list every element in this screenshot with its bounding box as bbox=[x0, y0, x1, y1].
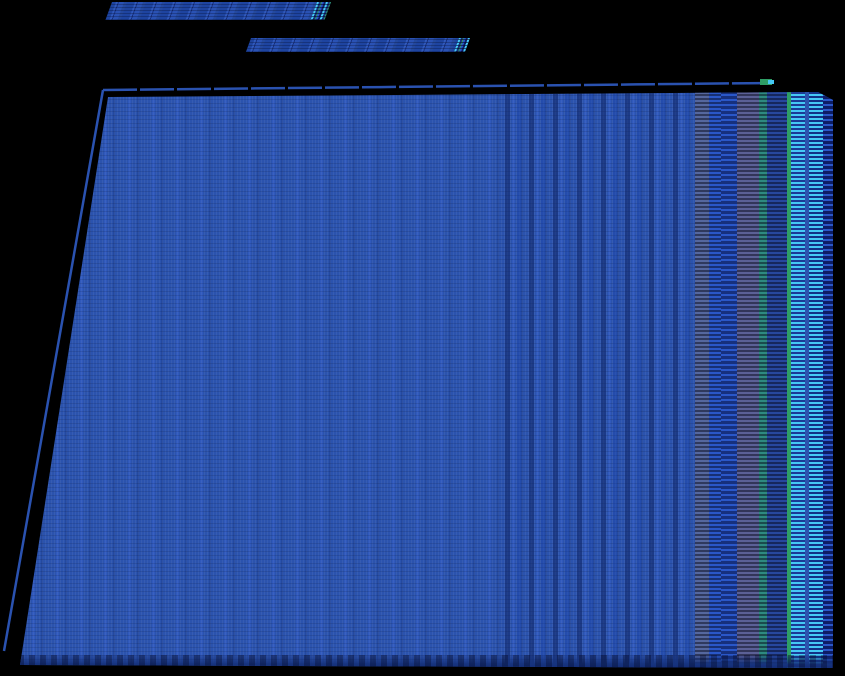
glitch-column-blue bbox=[767, 92, 787, 668]
glitch-column-cyan-dash bbox=[809, 92, 823, 668]
outline-top-rule-line bbox=[102, 81, 771, 92]
glitch-column-deep-navy bbox=[823, 92, 833, 668]
main-glitch-panel bbox=[20, 92, 833, 668]
glitch-column-mauve bbox=[737, 92, 759, 668]
glitch-column-green-line bbox=[787, 92, 791, 668]
panel-bottom-band bbox=[20, 655, 833, 668]
glitch-column-teal bbox=[759, 92, 767, 668]
glitch-column-bright-blue bbox=[709, 92, 721, 668]
glitch-column-navy bbox=[721, 92, 737, 668]
glitch-column-royal bbox=[805, 92, 809, 668]
outline-end-green-blob bbox=[760, 79, 772, 85]
panel-hue-shift-zone bbox=[505, 92, 695, 668]
outline-end-cyan-fleck bbox=[768, 80, 774, 84]
glitch-column-slate bbox=[695, 92, 709, 668]
outline-left-slant-line bbox=[2, 89, 105, 652]
glitch-column-navy-cyan bbox=[791, 92, 805, 668]
